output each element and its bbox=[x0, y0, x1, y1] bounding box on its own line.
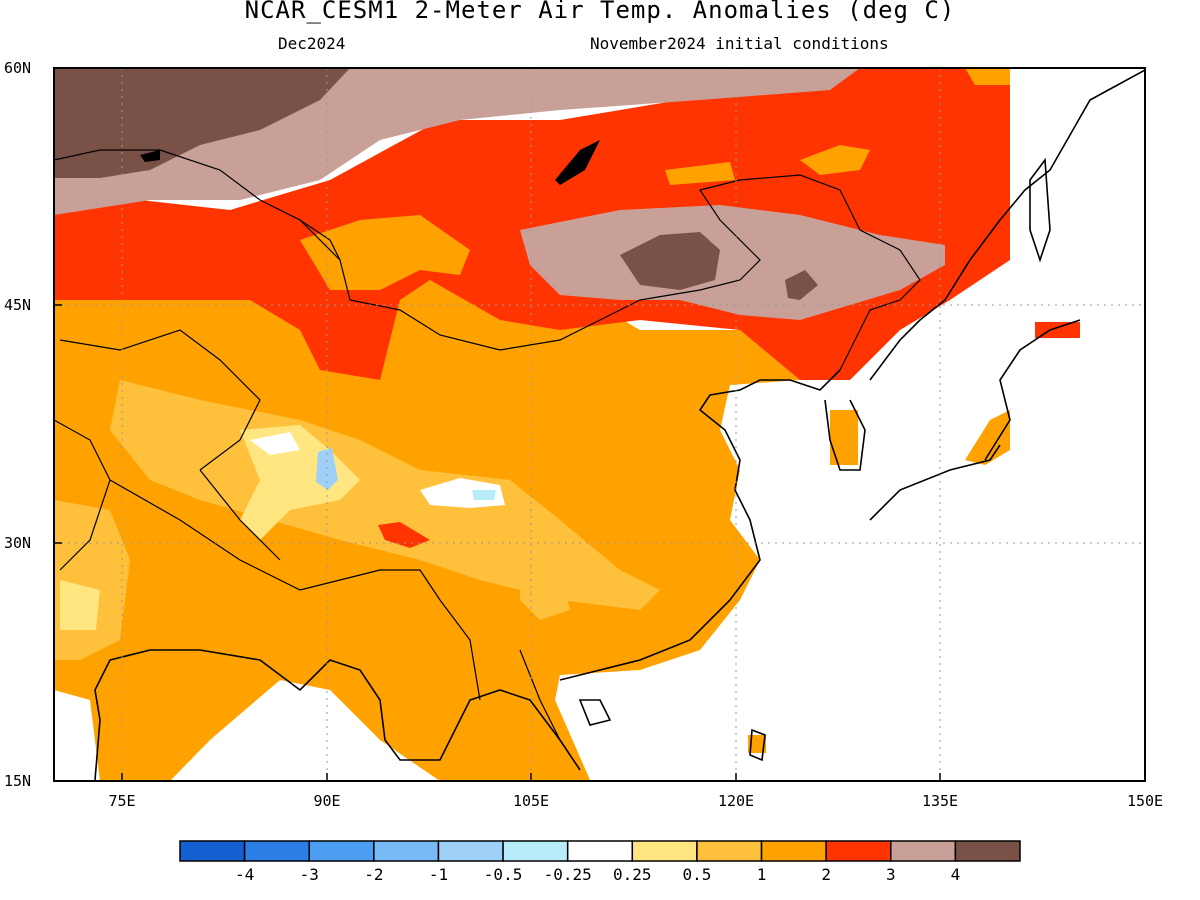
colorbar-swatch bbox=[631, 840, 698, 862]
colorbar-swatch bbox=[566, 840, 634, 862]
colorbar-label: -2 bbox=[364, 865, 383, 884]
colorbar-swatch bbox=[890, 840, 957, 862]
colorbar-swatch bbox=[437, 840, 504, 862]
ne-pocket-1-2 bbox=[965, 68, 1010, 85]
plateau-white-3 bbox=[250, 432, 300, 455]
mongolia-brown bbox=[620, 232, 720, 290]
colorbar-label: -0.25 bbox=[544, 865, 592, 884]
colorbar-swatch bbox=[243, 840, 310, 862]
colorbar-swatch bbox=[825, 840, 892, 862]
colorbar-label: 2 bbox=[821, 865, 831, 884]
map-title: NCAR_CESM1 2-Meter Air Temp. Anomalies (… bbox=[244, 0, 956, 24]
inner-mongolia-brown bbox=[785, 270, 818, 300]
lat-tick-label: 45N bbox=[4, 296, 31, 314]
colorbar-label: 3 bbox=[886, 865, 896, 884]
coastlines bbox=[94, 69, 1145, 781]
anomaly-field bbox=[54, 68, 1145, 781]
colorbar-swatch bbox=[308, 840, 375, 862]
lat-tick-label: 15N bbox=[4, 772, 31, 790]
mongolia-tan-3-4 bbox=[520, 205, 945, 320]
siberia-pocket-1-2b bbox=[665, 162, 735, 185]
siberia-pocket-1-2 bbox=[800, 145, 870, 175]
cold-patch-lightblue bbox=[472, 490, 496, 500]
south-patch-0-5 bbox=[520, 560, 570, 620]
lat-tick-label: 30N bbox=[4, 534, 31, 552]
lon-tick-label: 90E bbox=[313, 792, 340, 810]
colorbar-swatch bbox=[502, 840, 569, 862]
west-white-patch bbox=[60, 580, 100, 630]
colorbar-label: 0.25 bbox=[613, 865, 652, 884]
taiwan-anomaly bbox=[748, 735, 766, 753]
colorbar-label: 0.5 bbox=[682, 865, 711, 884]
colorbar-label: 1 bbox=[757, 865, 767, 884]
map-frame bbox=[53, 67, 1146, 782]
colorbar-swatch bbox=[760, 840, 827, 862]
plateau-white-patch-2 bbox=[420, 478, 505, 508]
colorbar-swatch bbox=[373, 840, 440, 862]
initial-conditions: November2024 initial conditions bbox=[590, 34, 889, 53]
country-borders bbox=[54, 149, 921, 741]
lon-tick-label: 135E bbox=[922, 792, 958, 810]
lon-tick-label: 120E bbox=[718, 792, 754, 810]
valid-month: Dec2024 bbox=[278, 34, 346, 53]
colorbar-label: 4 bbox=[951, 865, 961, 884]
colorbar-swatch bbox=[696, 840, 763, 862]
japan-anomaly bbox=[965, 410, 1010, 465]
east-patch-2-3 bbox=[1035, 322, 1080, 338]
lon-tick-label: 150E bbox=[1127, 792, 1163, 810]
colorbar-label: -3 bbox=[300, 865, 319, 884]
colorbar: -4 -3 -2 -1 -0.5 -0.25 0.25 0.5 1 2 3 4 bbox=[179, 840, 1021, 884]
tibet-red-patch bbox=[378, 522, 430, 548]
colorbar-swatch bbox=[179, 840, 246, 862]
colorbar-label: -0.5 bbox=[484, 865, 523, 884]
lat-tick-label: 60N bbox=[4, 59, 31, 77]
colorbar-swatch bbox=[954, 840, 1021, 862]
korea-anomaly bbox=[830, 410, 858, 465]
lon-tick-label: 75E bbox=[108, 792, 135, 810]
lakes bbox=[140, 140, 600, 185]
colorbar-label: -1 bbox=[429, 865, 448, 884]
lat-labels: 60N 45N 30N 15N bbox=[4, 59, 31, 790]
colorbar-label: -4 bbox=[235, 865, 254, 884]
lon-labels: 75E 90E 105E 120E 135E 150E bbox=[108, 792, 1163, 810]
lon-tick-label: 105E bbox=[513, 792, 549, 810]
tick-marks bbox=[54, 304, 941, 781]
